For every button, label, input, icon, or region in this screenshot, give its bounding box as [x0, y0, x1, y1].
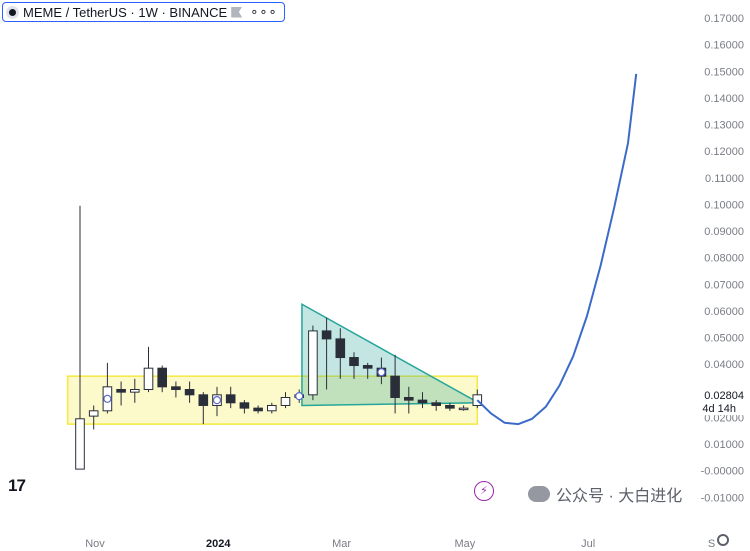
candle-body: [431, 402, 441, 406]
x-tick-label: Mar: [332, 538, 351, 550]
candle-body: [130, 388, 140, 393]
candle-body: [75, 418, 85, 470]
y-tick-label: 0.10000: [704, 199, 744, 211]
symbol-header[interactable]: MEME / TetherUS · 1W · BINANCE ∘∘∘: [2, 2, 285, 22]
y-tick-label: 0.13000: [704, 120, 744, 132]
y-tick-label: 0.15000: [704, 66, 744, 78]
x-tick-label: Nov: [85, 538, 105, 550]
tradingview-logo[interactable]: 17: [8, 476, 26, 495]
y-tick-label: 0.17000: [704, 13, 744, 25]
y-tick-label: 0.16000: [704, 40, 744, 52]
candle-body: [417, 399, 428, 404]
watermark: 公众号 · 大白进化: [528, 482, 682, 506]
y-tick-label: 0.01000: [704, 439, 744, 451]
flag-icon[interactable]: [231, 6, 243, 18]
candle-body: [116, 388, 126, 393]
candle-body: [198, 394, 209, 406]
coin-logo-icon: [6, 5, 19, 19]
candle-body: [390, 375, 400, 398]
y-tick-label: 0.11000: [705, 173, 744, 185]
lightning-icon[interactable]: ⚡: [474, 481, 494, 501]
candle-body: [404, 396, 414, 401]
candle-body: [184, 388, 195, 396]
event-marker: [212, 396, 222, 405]
settings-gear-icon[interactable]: [717, 534, 729, 546]
current-price-label: 0.02804: [704, 390, 744, 402]
watermark-text: 公众号 · 大白进化: [556, 488, 683, 505]
candle-body: [445, 404, 455, 409]
y-tick-label: 0.08000: [704, 253, 744, 265]
y-tick-label: -0.01000: [701, 492, 744, 504]
more-options-icon[interactable]: ∘∘∘: [250, 4, 278, 19]
wechat-icon: [528, 486, 550, 502]
candle-body: [157, 367, 167, 388]
candle-body: [362, 365, 373, 369]
x-tick-label: May: [455, 538, 476, 550]
candle-body: [267, 404, 277, 412]
price-label-bg: [692, 387, 750, 416]
candle-body: [171, 386, 181, 390]
candle-body: [280, 396, 291, 406]
y-tick-label: 0.02000: [704, 412, 744, 424]
event-marker: [377, 368, 386, 377]
candle-body: [308, 330, 318, 396]
candle-body: [349, 357, 359, 367]
countdown-label: 4d 14h: [702, 403, 736, 415]
candle-body: [239, 402, 250, 409]
y-tick-label: 0.14000: [704, 93, 744, 105]
candle-body: [88, 410, 99, 417]
candle-body: [253, 407, 263, 412]
candle-body: [335, 338, 346, 359]
x-tick-label: S: [708, 538, 715, 550]
candle-body: [225, 394, 236, 404]
y-tick-label: 0.04000: [704, 359, 744, 371]
symbol-title[interactable]: MEME / TetherUS · 1W · BINANCE: [23, 4, 228, 20]
y-tick-label: 0.06000: [704, 306, 744, 318]
candle-body: [458, 407, 469, 411]
x-tick-label: 2024: [206, 538, 231, 550]
projection-curve: [476, 73, 638, 426]
y-tick-label: 0.09000: [704, 226, 744, 238]
event-marker: [103, 394, 112, 403]
y-tick-label: 0.05000: [704, 333, 744, 345]
y-tick-label: 0.07000: [704, 279, 744, 291]
candle-body: [143, 367, 154, 390]
y-tick-label: 0.12000: [704, 146, 744, 158]
candle-body: [321, 330, 332, 340]
descending-triangle: [301, 302, 482, 407]
event-marker: [295, 392, 304, 401]
y-tick-label: -0.00000: [701, 466, 744, 478]
x-tick-label: Jul: [581, 538, 595, 550]
